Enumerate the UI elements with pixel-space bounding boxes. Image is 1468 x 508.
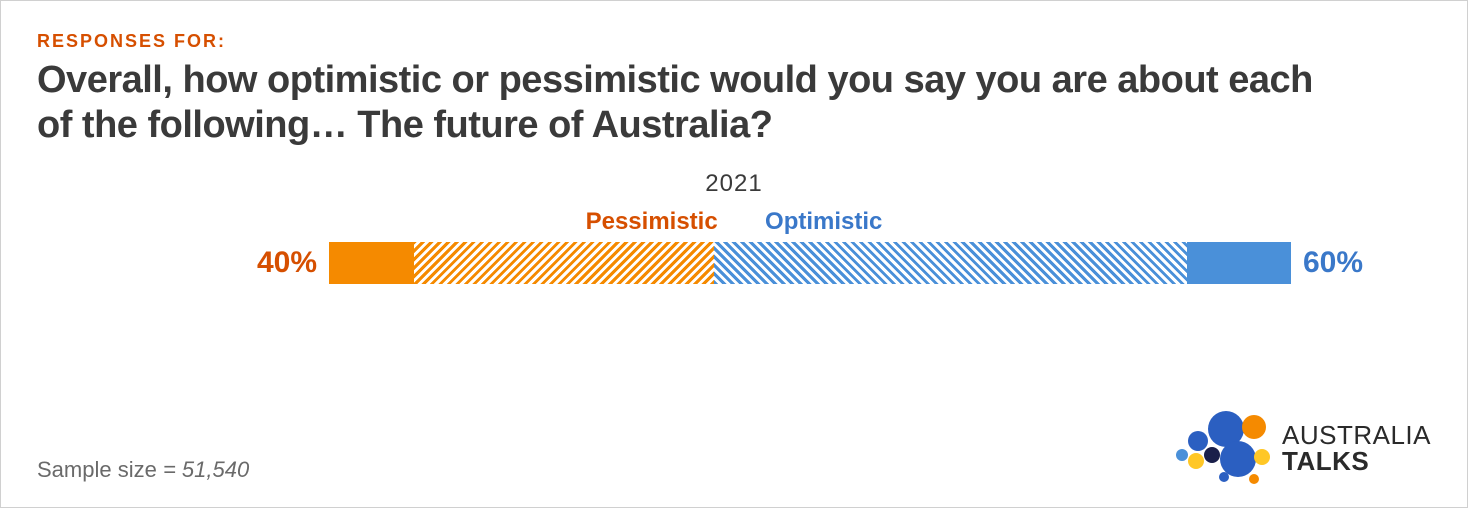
left-hatched-segment: [414, 242, 714, 284]
right-solid-segment: [1187, 242, 1291, 284]
sample-size-value: = 51,540: [163, 457, 249, 482]
legend-left: Pessimistic: [586, 208, 718, 236]
diverging-bar: 40% 60%: [37, 242, 1431, 284]
bar-track: [329, 242, 1291, 284]
logo-line1: AUSTRALIA: [1282, 422, 1431, 448]
legend-right: Optimistic: [765, 208, 882, 236]
right-hatched-segment: [714, 242, 1187, 284]
logo-dots-icon: [1168, 407, 1272, 489]
australia-talks-logo: AUSTRALIA TALKS: [1168, 407, 1431, 489]
right-percent-label: 60%: [1291, 246, 1431, 280]
left-percent-label: 40%: [37, 246, 329, 280]
logo-line2: TALKS: [1282, 448, 1431, 474]
chart-legend: Pessimistic Optimistic: [37, 208, 1431, 236]
sample-size-label: Sample size: [37, 457, 163, 482]
question-headline: Overall, how optimistic or pessimistic w…: [37, 58, 1317, 148]
left-solid-segment: [329, 242, 414, 284]
eyebrow-label: RESPONSES FOR:: [37, 31, 1431, 52]
chart-year: 2021: [37, 170, 1431, 198]
sample-size: Sample size = 51,540: [37, 457, 249, 483]
logo-text: AUSTRALIA TALKS: [1282, 422, 1431, 474]
